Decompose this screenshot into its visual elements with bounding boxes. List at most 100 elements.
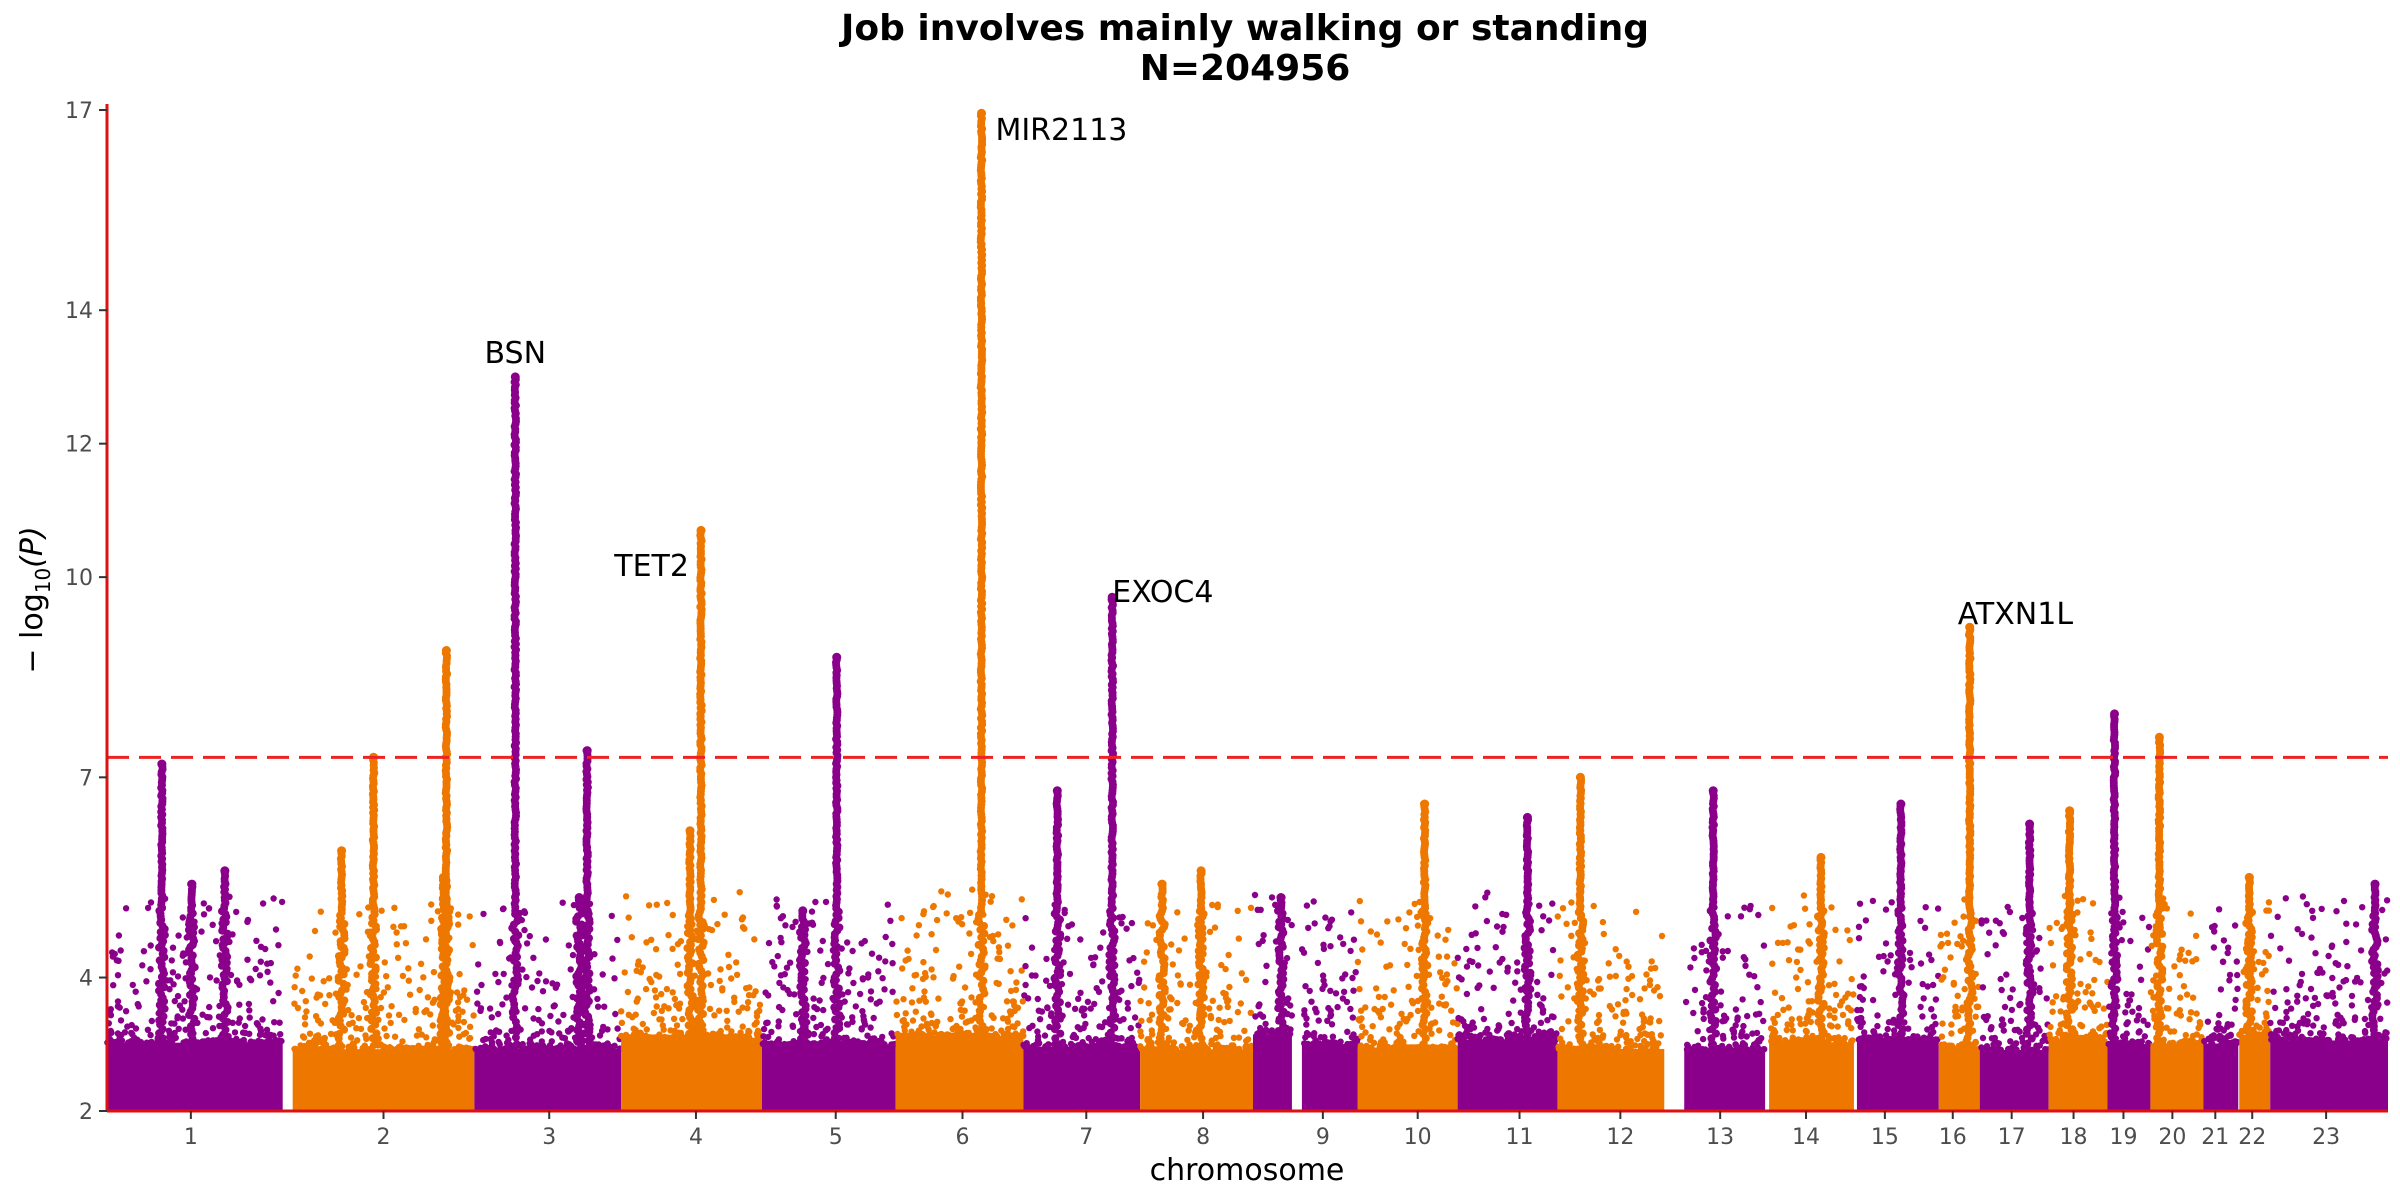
snp-point bbox=[1018, 967, 1025, 974]
snp-point bbox=[1783, 1026, 1791, 1034]
snp-point bbox=[1064, 1001, 1072, 1008]
snp-point bbox=[1908, 964, 1915, 971]
snp-point bbox=[1267, 1031, 1275, 1038]
snp-point bbox=[148, 1017, 155, 1025]
snp-point bbox=[1484, 1025, 1491, 1033]
snp-point bbox=[869, 1035, 876, 1042]
snp-point bbox=[783, 964, 791, 971]
snp-point bbox=[538, 1020, 546, 1027]
snp-point bbox=[967, 950, 975, 958]
snp-point bbox=[450, 1021, 457, 1028]
snp-point bbox=[1254, 1030, 1261, 1038]
snp-point bbox=[817, 1021, 825, 1029]
snp-point bbox=[1166, 994, 1174, 1001]
snp-point bbox=[1992, 942, 1999, 949]
chromosome-base-18 bbox=[2048, 1039, 2108, 1111]
snp-point bbox=[264, 960, 271, 967]
chromosome-base-9b bbox=[1301, 1044, 1358, 1111]
snp-point bbox=[247, 1039, 254, 1046]
snp-point bbox=[659, 1022, 666, 1029]
snp-point bbox=[1451, 960, 1458, 967]
snp-point bbox=[383, 973, 390, 980]
snp-point bbox=[1092, 1036, 1100, 1043]
snp-point bbox=[555, 1018, 562, 1025]
snp-point bbox=[1744, 1012, 1751, 1020]
snp-point bbox=[846, 1040, 853, 1047]
snp-point bbox=[1339, 995, 1347, 1002]
snp-point bbox=[1099, 978, 1106, 985]
snp-point bbox=[114, 1003, 122, 1010]
snp-point bbox=[1075, 1042, 1082, 1049]
snp-point bbox=[735, 1008, 742, 1015]
snp-point bbox=[1115, 1043, 1122, 1050]
snp-point bbox=[1957, 1027, 1964, 1035]
snp-point bbox=[453, 989, 461, 996]
snp-point bbox=[1549, 900, 1556, 907]
snp-point bbox=[1790, 922, 1798, 929]
snp-point bbox=[1216, 1045, 1223, 1053]
snp-point bbox=[1724, 913, 1732, 920]
snp-point bbox=[1436, 1000, 1443, 1007]
chromosome-base-23 bbox=[2270, 1040, 2388, 1111]
snp-point bbox=[1402, 925, 1410, 932]
snp-point bbox=[405, 977, 412, 984]
snp-point bbox=[2352, 921, 2360, 928]
snp-point bbox=[1004, 942, 1012, 949]
snp-point bbox=[1377, 1044, 1385, 1051]
snp-point bbox=[2329, 974, 2336, 982]
snp-point bbox=[961, 984, 969, 991]
snp-point bbox=[2277, 945, 2284, 952]
snp-point bbox=[1085, 1034, 1092, 1042]
snp-point bbox=[297, 1042, 304, 1049]
snp-point bbox=[1884, 1025, 1891, 1033]
snp-point bbox=[169, 969, 177, 976]
snp-point bbox=[1175, 947, 1183, 954]
snp-point bbox=[716, 1029, 724, 1036]
snp-point bbox=[1034, 1036, 1042, 1044]
snp-point bbox=[1458, 1032, 1466, 1039]
snp-point bbox=[1656, 1017, 1663, 1025]
snp-point bbox=[2231, 1005, 2239, 1012]
snp-point bbox=[2310, 1022, 2317, 1029]
snp-point bbox=[739, 914, 747, 921]
snp-point bbox=[1544, 1017, 1551, 1024]
chart-title: Job involves mainly walking or standing bbox=[838, 8, 1649, 49]
snp-point bbox=[1795, 1039, 1803, 1046]
snp-point bbox=[1356, 1017, 1364, 1024]
snp-point bbox=[1287, 1026, 1294, 1033]
snp-point bbox=[2287, 1005, 2295, 1012]
snp-point bbox=[724, 1017, 731, 1024]
snp-point bbox=[1120, 1016, 1127, 1023]
snp-point bbox=[925, 1031, 932, 1039]
snp-point bbox=[775, 1036, 783, 1043]
peak-2-4 bbox=[366, 752, 381, 1049]
snp-point bbox=[1732, 1006, 1740, 1013]
snp-point bbox=[139, 962, 146, 969]
snp-point bbox=[999, 1015, 1007, 1022]
snp-point bbox=[2055, 1030, 2062, 1037]
snp-point bbox=[2297, 978, 2304, 986]
snp-point bbox=[1888, 899, 1895, 906]
snp-point bbox=[2122, 1009, 2129, 1016]
peak-top-point bbox=[441, 646, 451, 655]
snp-point bbox=[2119, 1040, 2126, 1048]
snp-point bbox=[1311, 1030, 1318, 1037]
snp-point bbox=[2290, 1036, 2297, 1044]
snp-point bbox=[2352, 1037, 2360, 1044]
chromosome-base-15 bbox=[1856, 1039, 1939, 1111]
snp-point bbox=[1174, 999, 1181, 1007]
snp-point bbox=[2234, 971, 2241, 979]
snp-point bbox=[1003, 998, 1011, 1005]
chromosome-band-9b bbox=[1298, 898, 1361, 1111]
snp-point bbox=[199, 1011, 206, 1018]
snp-point bbox=[2348, 992, 2356, 1000]
snp-point bbox=[760, 1025, 768, 1033]
snp-point bbox=[744, 999, 752, 1006]
snp-point bbox=[1751, 973, 1758, 980]
snp-point bbox=[346, 1046, 353, 1053]
snp-point bbox=[2049, 999, 2056, 1006]
snp-point bbox=[2217, 986, 2225, 993]
snp-point bbox=[1022, 962, 1029, 970]
snp-point bbox=[1314, 959, 1322, 967]
snp-point bbox=[1961, 985, 1968, 993]
